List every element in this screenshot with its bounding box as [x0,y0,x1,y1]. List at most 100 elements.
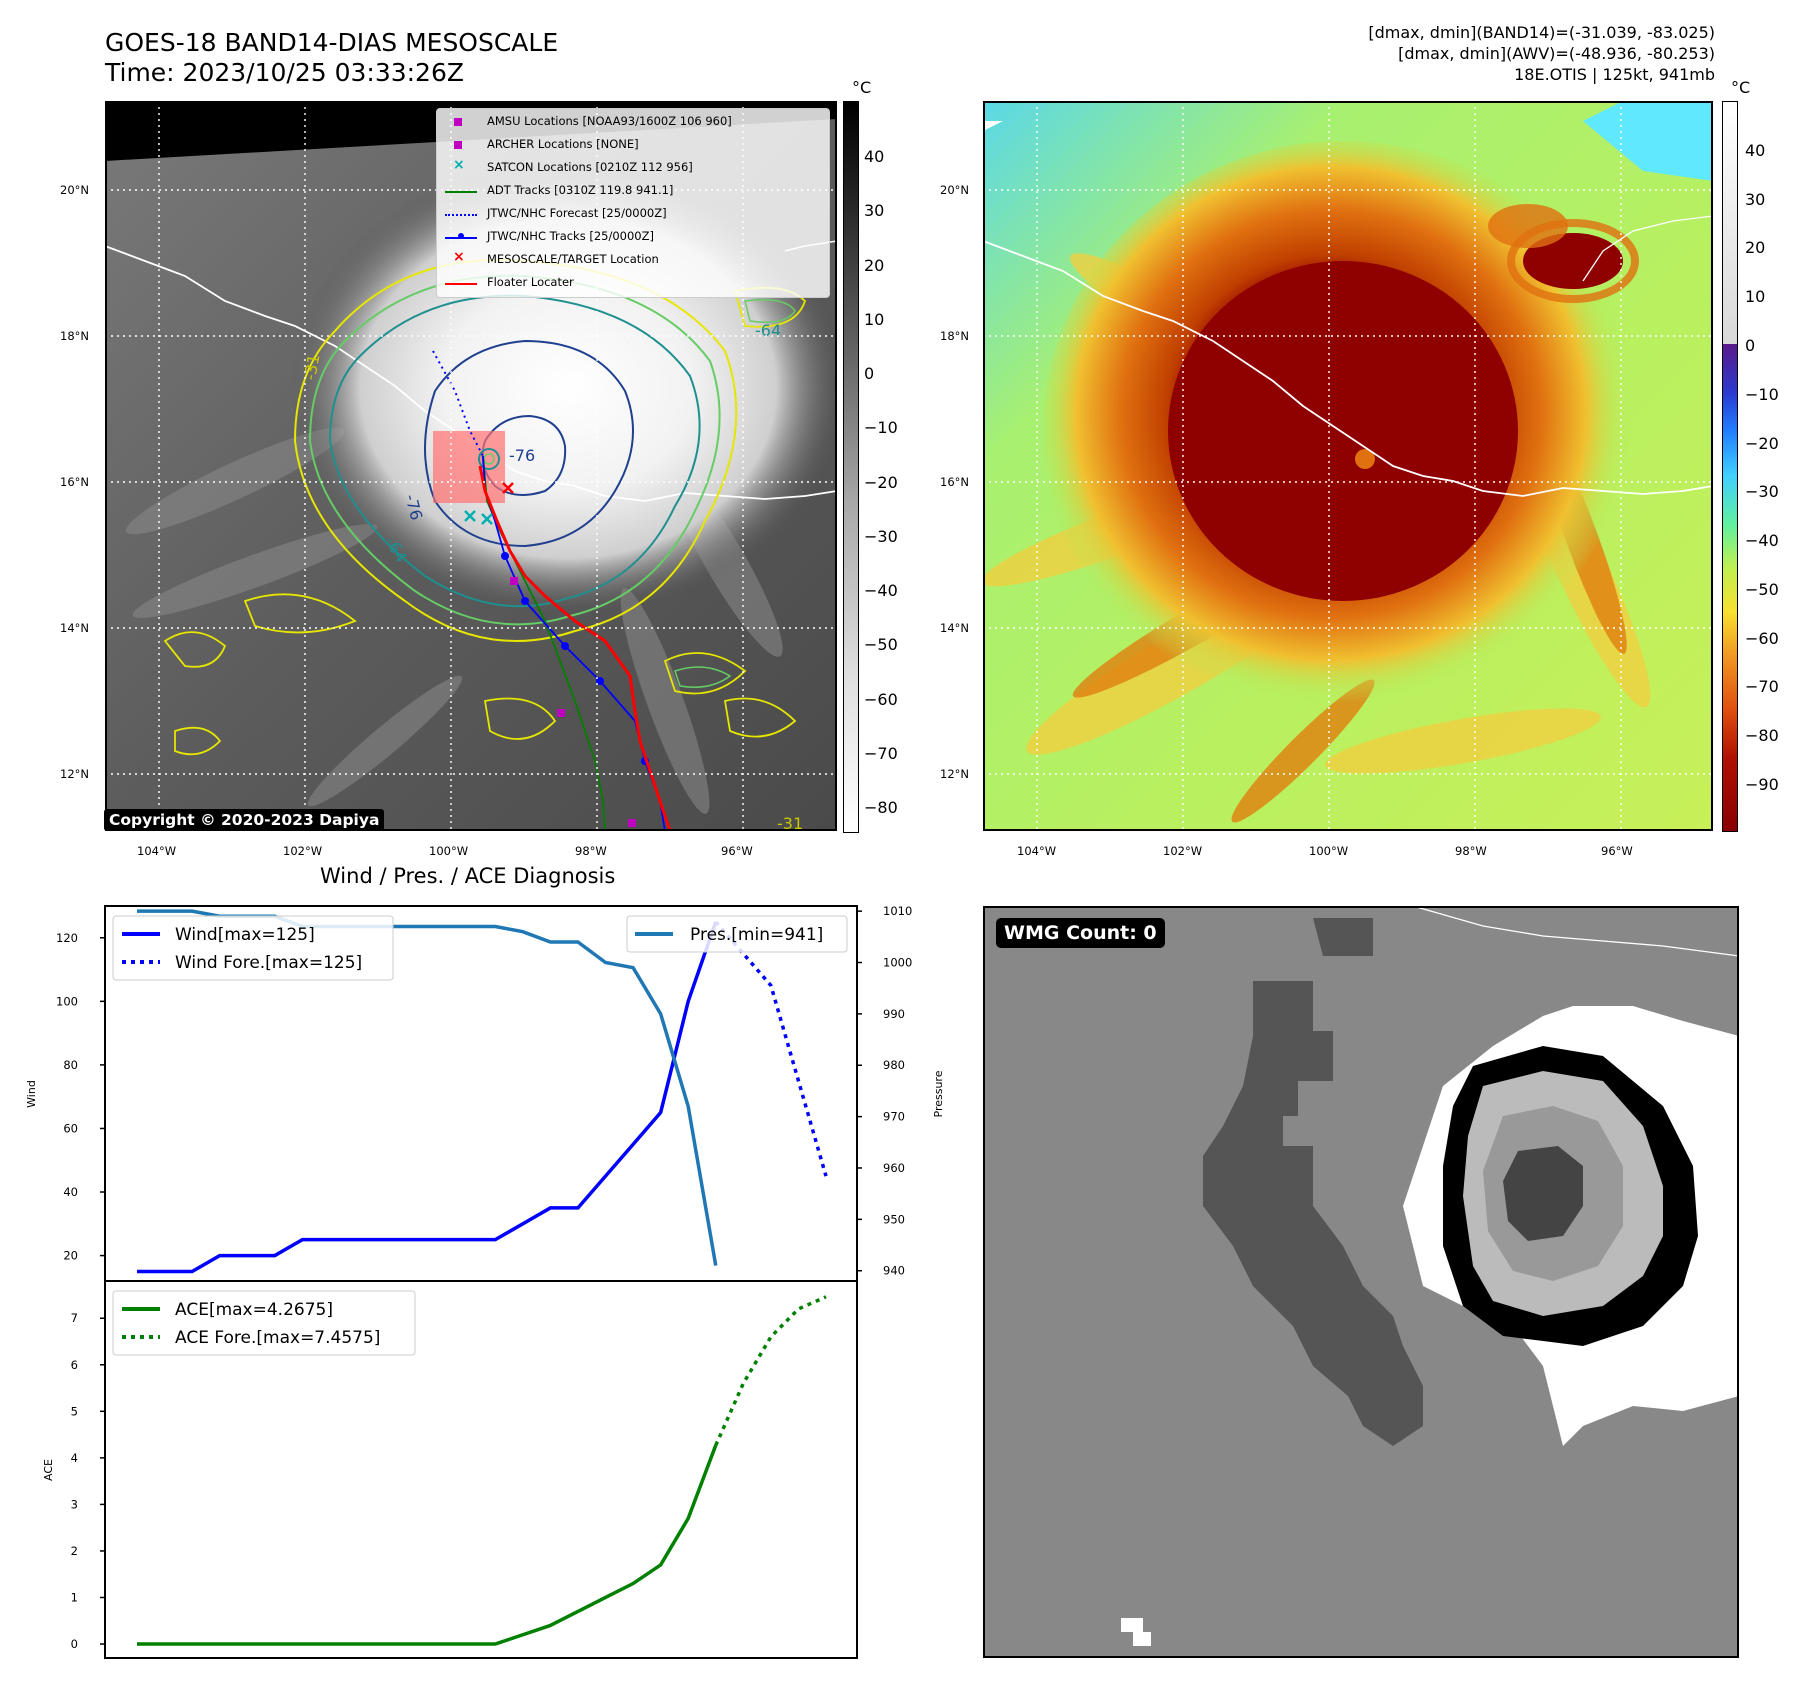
series-line-ace-forecast [714,1295,827,1447]
colorbar-tick: 40 [864,147,885,166]
colorbar-tick: −40 [1745,531,1779,550]
contour-label: -76 [509,446,535,465]
colorbar-tick: −90 [1745,775,1779,794]
legend-label: MESOSCALE/TARGET Location [487,252,659,266]
ir-legend: AMSU Locations [NOAA93/1600Z 106 960] AR… [436,108,830,298]
ace-ytick-label: 6 [71,1358,78,1372]
colorbar-tick: −10 [1745,385,1779,404]
wind-ytick-label: 120 [56,931,78,945]
contour-label: -31 [300,353,323,382]
ace-ytick-label: 0 [71,1637,78,1651]
legend-label: Wind[max=125] [175,925,315,945]
legend-marker-forecast [445,214,477,216]
ace-ylabel: ACE [42,1459,55,1481]
colorbar-tick: −60 [1745,629,1779,648]
legend-label: ACE Fore.[max=7.4575] [175,1328,380,1348]
legend-marker-amsu [451,115,465,129]
awv-map-panel [983,101,1713,831]
wind-legend: Wind[max=125] Wind Fore.[max=125] [112,915,394,981]
legend-label: ACE[max=4.2675] [175,1300,333,1320]
wind-ytick-label: 20 [63,1249,78,1263]
lon-label: 98°W [575,844,607,858]
pressure-legend: Pres.[min=941] [626,915,848,953]
ir-colorbar [843,101,859,833]
awv-colorbar-lower [1722,344,1738,832]
colorbar-tick: −50 [864,635,898,654]
colorbar-tick: 30 [864,201,885,220]
chart-title: GOES-18 BAND14-DIAS MESOSCALE [105,28,559,57]
legend-label: JTWC/NHC Forecast [25/0000Z] [487,206,667,220]
lat-label: 16°N [60,475,89,489]
colorbar-tick: 10 [1745,287,1766,306]
colorbar-tick: −10 [864,418,898,437]
legend-label: ADT Tracks [0310Z 119.8 941.1] [487,183,674,197]
colorbar-tick: −20 [864,473,898,492]
lat-label: 12°N [940,767,969,781]
legend-label: Wind Fore.[max=125] [175,953,362,973]
colorbar-tick: −60 [864,690,898,709]
ace-ytick-label: 7 [71,1311,78,1325]
colorbar-tick: −50 [1745,580,1779,599]
ace-ytick-label: 5 [71,1404,78,1418]
wind-ytick-label: 40 [63,1185,78,1199]
lon-label: 100°W [1309,844,1349,858]
pressure-ylabel: Pressure [932,1070,945,1117]
lat-label: 18°N [940,329,969,343]
pressure-ytick-label: 960 [883,1161,905,1175]
legend-label: AMSU Locations [NOAA93/1600Z 106 960] [487,114,732,128]
lat-label: 18°N [60,329,89,343]
lon-label: 102°W [283,844,323,858]
pressure-ytick-label: 1010 [883,904,912,918]
colorbar-tick: −30 [864,527,898,546]
series-line-ace [137,1444,718,1646]
ace-ytick-label: 4 [71,1451,78,1465]
pressure-ytick-label: 940 [883,1264,905,1278]
lon-label: 96°W [1601,844,1633,858]
colorbar-tick: −40 [864,581,898,600]
storm-info: 18E.OTIS | 125kt, 941mb [1514,65,1715,84]
colorbar-tick: −30 [1745,482,1779,501]
colorbar-tick: −70 [864,744,898,763]
awv-colorbar-upper [1722,101,1738,345]
wmg-panel [983,906,1739,1658]
legend-marker-archer [451,138,465,152]
copyright-badge: Copyright © 2020-2023 Dapiya [104,809,385,831]
colorbar-tick: 0 [1745,336,1756,355]
contour-label: -31 [777,814,803,831]
wind-ytick-label: 100 [56,994,78,1008]
stats-awv: [dmax, dmin](AWV)=(-48.936, -80.253) [1398,44,1715,63]
colorbar-unit: °C [1731,78,1751,97]
wind-ytick-label: 60 [63,1121,78,1135]
colorbar-tick: −80 [1745,726,1779,745]
legend-marker-satcon: × [453,157,465,173]
lat-label: 20°N [940,183,969,197]
colorbar-tick: −20 [1745,434,1779,453]
wind-ytick-label: 80 [63,1058,78,1072]
colorbar-tick: 0 [864,364,875,383]
colorbar-tick: 30 [1745,190,1766,209]
lon-label: 96°W [721,844,753,858]
colorbar-tick: 10 [864,310,885,329]
lat-label: 16°N [940,475,969,489]
ace-ytick-label: 2 [71,1544,78,1558]
lon-label: 100°W [429,844,469,858]
lon-label: 104°W [137,844,177,858]
colorbar-tick: −70 [1745,677,1779,696]
ace-ytick-label: 1 [71,1590,78,1604]
series-line-wind [137,921,718,1274]
diagnosis-title: Wind / Pres. / ACE Diagnosis [320,864,616,888]
legend-marker-floater [445,283,477,285]
lat-label: 12°N [60,767,89,781]
legend-marker-target: × [453,249,465,265]
legend-label: ARCHER Locations [NONE] [487,137,639,151]
lon-label: 98°W [1455,844,1487,858]
lon-label: 102°W [1163,844,1203,858]
pressure-ytick-label: 980 [883,1058,905,1072]
colorbar-tick: −80 [864,798,898,817]
ace-ytick-label: 3 [71,1497,78,1511]
pressure-ytick-label: 950 [883,1212,905,1226]
legend-label: JTWC/NHC Tracks [25/0000Z] [487,229,654,243]
pressure-ytick-label: 970 [883,1110,905,1124]
wind-ylabel: Wind [25,1080,38,1108]
